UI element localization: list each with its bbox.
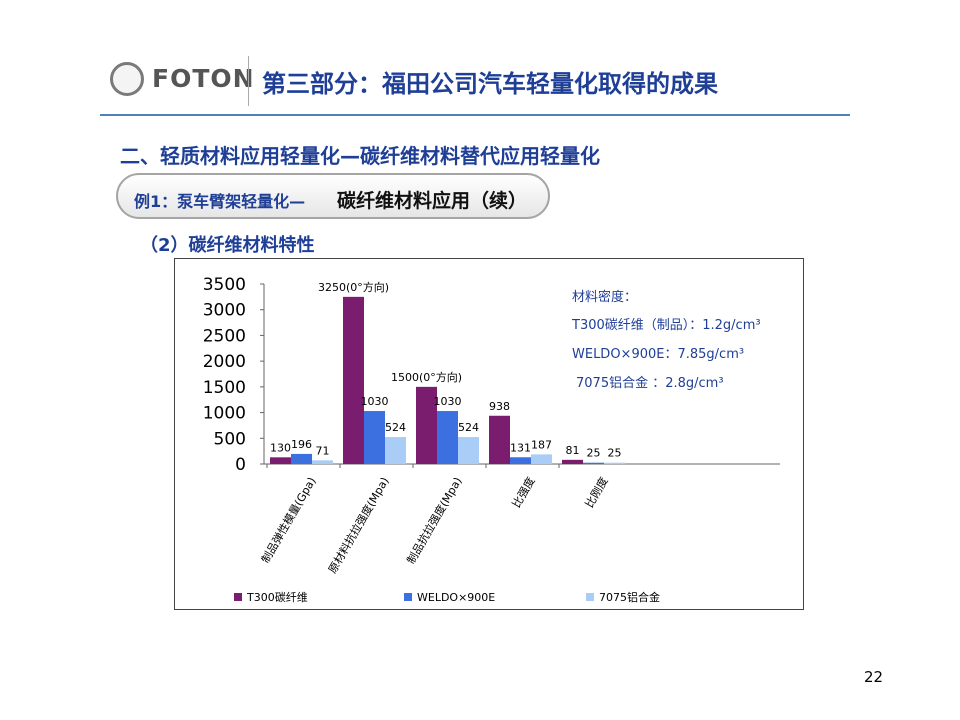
bar [416, 386, 437, 464]
data-label: 131 [510, 441, 531, 454]
density-line: 7075铝合金 ：2.8g/cm³ [576, 375, 724, 391]
legend-label: T300碳纤维 [246, 590, 308, 604]
data-label: 1030 [361, 395, 389, 408]
data-label: 196 [291, 438, 312, 451]
legend-label: WELDO×900E [417, 591, 495, 604]
data-label: 25 [608, 447, 622, 460]
bar [489, 415, 510, 464]
bar [604, 462, 625, 464]
bar [291, 453, 312, 464]
legend-swatch [586, 593, 594, 601]
example-label-part2: 碳纤维材料应用（续） [337, 190, 528, 212]
data-label: 1030 [434, 395, 462, 408]
data-label: 1500(0°方向) [391, 370, 462, 384]
x-tick-label: 原材料抗拉强度(Mpa) [325, 475, 392, 576]
bar-chart: 3500 3000 2500 2000 1500 1000 500 0 130 196 71 制品弹性… [203, 275, 780, 604]
logo-text: FOTON [152, 64, 255, 93]
y-tick-label: 2500 [203, 326, 246, 346]
y-tick-label: 1500 [203, 378, 246, 398]
data-label: 25 [587, 447, 601, 460]
density-heading: 材料密度： [572, 289, 637, 305]
legend-swatch [234, 593, 242, 601]
density-line: WELDO×900E：7.85g/cm³ [572, 347, 744, 362]
y-tick-label: 3500 [203, 275, 246, 295]
bar [458, 437, 479, 464]
bar [343, 296, 364, 464]
data-label: 3250(0°方向) [318, 280, 389, 294]
y-tick-label: 3000 [203, 301, 246, 321]
bar [562, 459, 583, 464]
example-label-part1: 例1：泵车臂架轻量化— [134, 192, 306, 211]
x-tick-label: 比强度 [509, 475, 538, 511]
x-tick-label: 制品抗拉强度(Mpa) [404, 475, 465, 567]
bar [312, 460, 333, 464]
data-label: 130 [270, 441, 291, 454]
data-label: 524 [458, 421, 479, 434]
subsection-title: （2）碳纤维材料特性 [140, 235, 315, 256]
density-line: T300碳纤维（制品）：1.2g/cm³ [571, 318, 761, 333]
bar [437, 411, 458, 464]
header-divider [248, 56, 249, 106]
bar [531, 454, 552, 464]
data-label: 524 [385, 421, 406, 434]
bar [385, 437, 406, 464]
x-tick-label: 制品弹性模量(Gpa) [258, 475, 319, 566]
y-tick-label: 0 [235, 455, 246, 475]
y-tick-label: 500 [214, 429, 246, 449]
page-number: 22 [864, 668, 884, 686]
foton-logo-icon [110, 62, 144, 96]
title-underline [100, 114, 850, 116]
data-label: 187 [531, 438, 552, 451]
data-label: 81 [566, 444, 580, 457]
section-title: 二、轻质材料应用轻量化—碳纤维材料替代应用轻量化 [120, 144, 600, 168]
legend-label: 7075铝合金 [599, 590, 660, 604]
bar [364, 411, 385, 464]
bar [270, 457, 291, 464]
slide-title: 第三部分：福田公司汽车轻量化取得的成果 [262, 70, 718, 98]
data-label: 71 [316, 444, 330, 457]
x-tick-label: 比刚度 [582, 475, 611, 511]
example-pill [116, 173, 550, 219]
y-tick-label: 1000 [203, 404, 246, 424]
legend-swatch [404, 593, 412, 601]
bar [583, 462, 604, 464]
bar [510, 457, 531, 464]
data-label: 938 [489, 400, 510, 413]
y-tick-label: 2000 [203, 352, 246, 372]
